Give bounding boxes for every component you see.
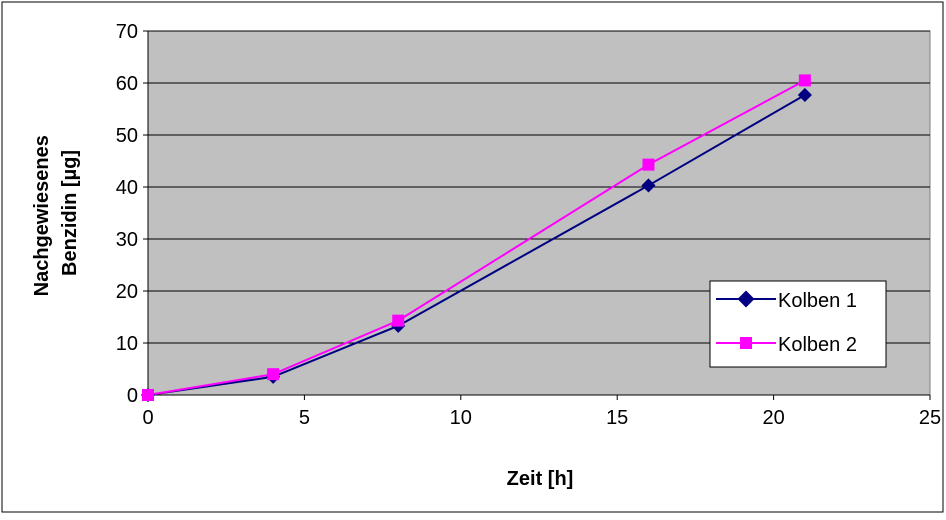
legend-marker-kolben-1 [737, 290, 755, 308]
data-point-kolben-1 [641, 178, 656, 193]
y-axis-title: Nachgewiesenes Benzidin [µg] [31, 130, 81, 297]
data-point-kolben-2 [392, 314, 405, 327]
y-tick-label: 0 [127, 385, 138, 407]
y-axis-title-line-1: Nachgewiesenes [31, 135, 53, 296]
x-axis-title: Zeit [h] [507, 468, 574, 490]
y-tick-label: 40 [116, 177, 138, 199]
data-point-kolben-2 [798, 74, 811, 87]
axes: 0 10 20 30 40 50 60 70 0 5 10 15 20 25 [116, 21, 941, 429]
x-tick-label: 10 [450, 407, 472, 429]
x-tick-label: 25 [919, 407, 941, 429]
legend-label-kolben-1: Kolben 1 [778, 290, 857, 312]
y-tick-label: 20 [116, 281, 138, 303]
data-point-kolben-2 [642, 158, 655, 171]
series-layer [140, 74, 812, 403]
legend-marker-kolben-2 [740, 337, 752, 349]
data-point-kolben-2 [142, 389, 154, 401]
legend: Kolben 1 Kolben 2 [709, 280, 887, 368]
y-tick-label: 70 [116, 21, 138, 43]
x-tick-label: 20 [762, 407, 784, 429]
y-tick-label: 30 [116, 229, 138, 251]
y-tick-label: 60 [116, 73, 138, 95]
x-tick-label: 15 [606, 407, 628, 429]
y-tick-label: 10 [116, 333, 138, 355]
y-tick-label: 50 [116, 125, 138, 147]
y-axis-title-line-2: Benzidin [µg] [59, 150, 81, 276]
gridlines [148, 30, 930, 344]
legend-label-kolben-2: Kolben 2 [778, 334, 857, 356]
data-point-kolben-2 [267, 368, 280, 381]
legend-box [709, 280, 887, 368]
data-point-kolben-1 [797, 87, 812, 103]
x-tick-label: 5 [299, 407, 310, 429]
x-tick-label: 0 [142, 407, 153, 429]
